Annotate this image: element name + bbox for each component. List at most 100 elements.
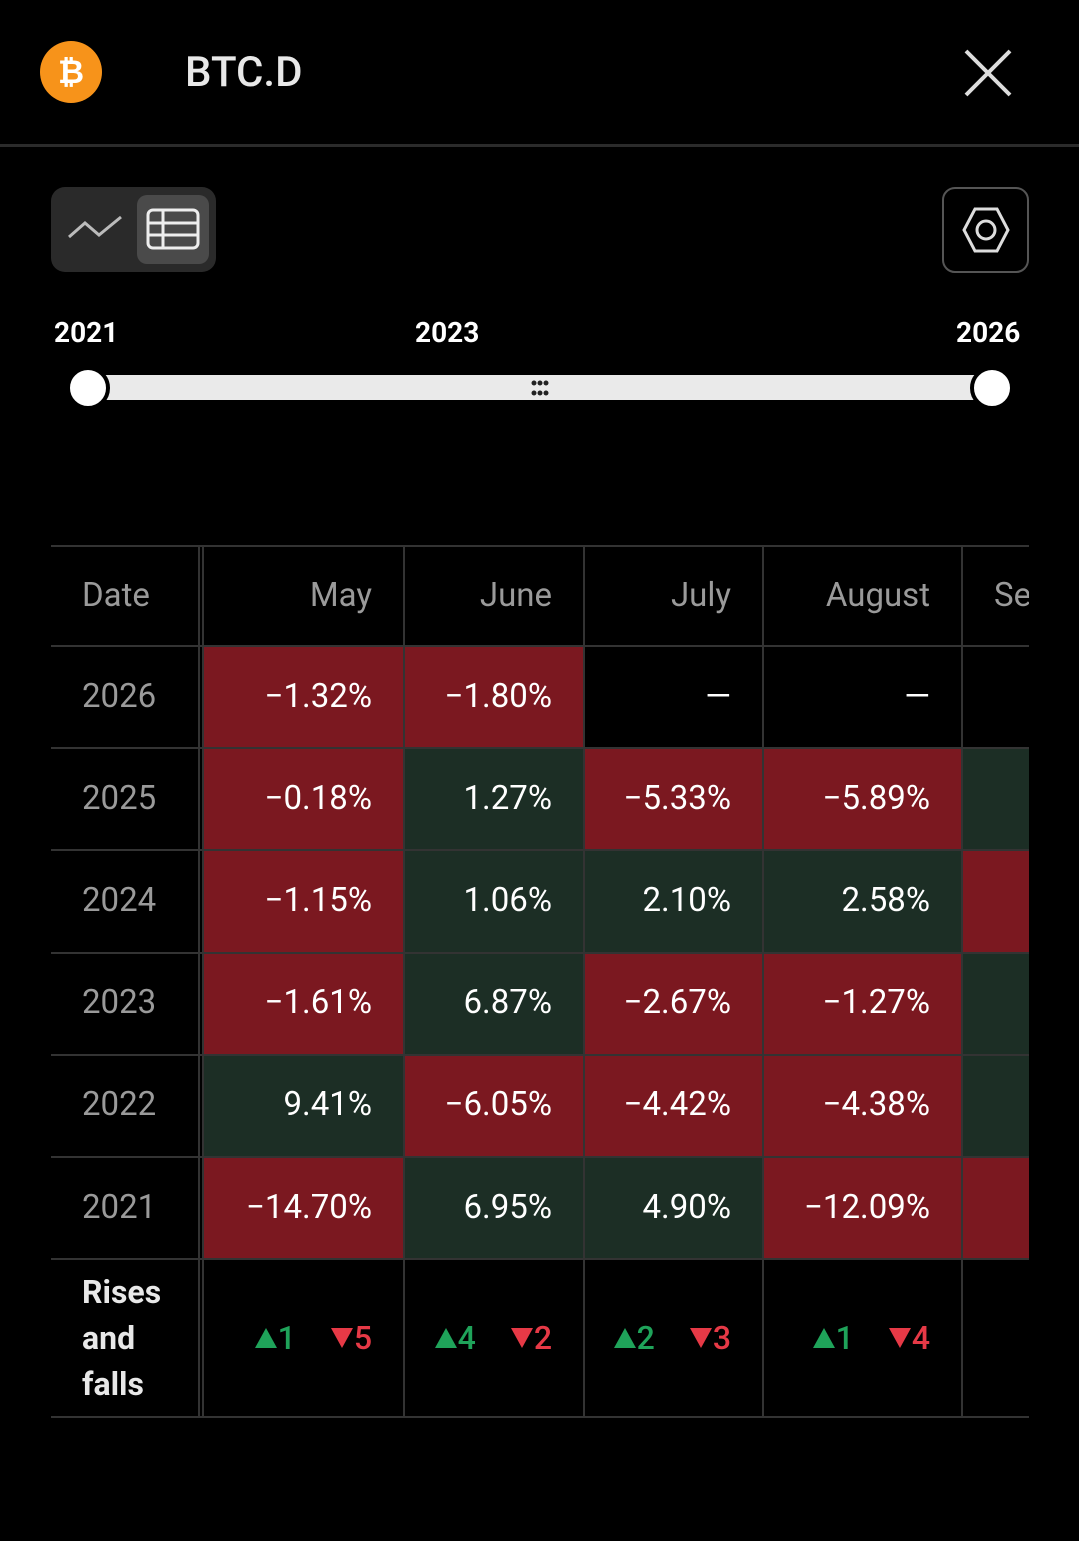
value-cell: 9.41% — [203, 1053, 404, 1156]
value-cell: −1.32% — [203, 645, 404, 748]
column-line — [198, 545, 200, 1419]
column-header: August — [825, 575, 930, 615]
column-line — [583, 545, 585, 1419]
coin-icon: ₿ — [40, 41, 102, 103]
value-cell: −1.27% — [763, 951, 962, 1054]
header: ₿ BTC.D — [0, 0, 1079, 147]
falls-arrow — [330, 1328, 353, 1349]
rises: 1 — [812, 1319, 854, 1357]
rises-arrow — [613, 1328, 636, 1349]
value-cell — [962, 951, 1029, 1054]
year-cell: 2022 — [82, 1085, 157, 1125]
column-line — [202, 545, 204, 1419]
table: Date May June July August Se 2026 −1.32% −1.80% —… — [51, 545, 1029, 1420]
rises-count: 2 — [636, 1319, 655, 1358]
chart-view-button[interactable] — [65, 209, 125, 249]
value-cell: −4.42% — [584, 1053, 763, 1156]
rises: 1 — [254, 1319, 296, 1357]
falls: 4 — [888, 1319, 930, 1357]
year-cell: 2021 — [82, 1187, 157, 1227]
value-cell: — — [705, 676, 731, 716]
value-cell: −1.80% — [404, 645, 584, 748]
rises-count: 4 — [457, 1319, 476, 1358]
falls-arrow — [510, 1328, 533, 1349]
year-cell: 2023 — [82, 983, 157, 1023]
falls: 5 — [330, 1319, 372, 1357]
close-button[interactable] — [962, 47, 1014, 99]
rises: 2 — [613, 1319, 655, 1357]
falls-count: 3 — [712, 1319, 731, 1358]
falls-arrow — [689, 1328, 712, 1349]
value-cell: −0.18% — [203, 747, 404, 850]
value-cell — [962, 1156, 1029, 1259]
year-cell: 2026 — [82, 676, 157, 716]
rises-count: 1 — [277, 1319, 296, 1358]
column-line — [762, 545, 764, 1419]
value-cell: −12.09% — [763, 1156, 962, 1259]
row-line — [51, 545, 1029, 547]
year-cell: 2025 — [82, 778, 157, 818]
range-label: 2021 — [54, 316, 119, 349]
value-cell: 2.10% — [584, 849, 763, 952]
value-cell — [962, 645, 1029, 747]
value-cell: −4.38% — [763, 1053, 962, 1156]
column-line — [961, 545, 963, 1419]
value-cell: −5.33% — [584, 747, 763, 850]
range-slider[interactable] — [60, 360, 1030, 420]
column-header: June — [479, 575, 552, 615]
row-line — [51, 1258, 1029, 1261]
rises: 4 — [434, 1319, 476, 1357]
value-cell: 1.06% — [404, 849, 584, 952]
row-line — [51, 951, 1029, 954]
table-view-button[interactable] — [137, 195, 209, 264]
value-cell: 6.95% — [404, 1156, 584, 1259]
falls: 2 — [510, 1319, 552, 1357]
row-line — [51, 747, 1029, 750]
column-header: Se — [994, 575, 1029, 615]
value-cell: −1.15% — [203, 849, 404, 952]
year-cell: 2024 — [82, 880, 157, 920]
rises-arrow — [812, 1328, 835, 1349]
value-cell — [962, 747, 1029, 850]
row-line — [51, 1416, 1029, 1419]
falls-count: 4 — [911, 1319, 930, 1358]
value-cell: −14.70% — [203, 1156, 404, 1259]
value-cell: −6.05% — [404, 1053, 584, 1156]
value-cell: −1.61% — [203, 951, 404, 1054]
value-cell: — — [904, 676, 930, 716]
range-label: 2023 — [415, 316, 480, 349]
rises-count: 1 — [835, 1319, 854, 1358]
row-line — [51, 1156, 1029, 1158]
column-line — [403, 545, 405, 1419]
value-cell — [962, 849, 1029, 952]
row-line — [51, 645, 1029, 647]
column-header: July — [670, 575, 731, 615]
rises-arrow — [434, 1328, 457, 1349]
falls-arrow — [888, 1328, 911, 1349]
column-header: May — [309, 575, 372, 615]
falls-count: 2 — [533, 1319, 552, 1358]
settings-button[interactable] — [942, 187, 1029, 273]
value-cell: 4.90% — [584, 1156, 763, 1259]
view-toggle — [51, 187, 216, 272]
row-line — [51, 1053, 1029, 1056]
value-cell: 6.87% — [404, 951, 584, 1054]
value-cell — [962, 1053, 1029, 1156]
range-label: 2026 — [956, 316, 1021, 349]
value-cell: −5.89% — [763, 747, 962, 850]
summary-label: Rises and falls — [82, 1273, 162, 1404]
rises-arrow — [254, 1328, 277, 1349]
title: BTC.D — [185, 48, 303, 97]
falls-count: 5 — [353, 1319, 372, 1358]
column-header: Date — [82, 575, 150, 615]
value-cell: 2.58% — [763, 849, 962, 952]
row-line — [51, 849, 1029, 852]
svg-text:₿: ₿ — [58, 53, 84, 91]
value-cell: −2.67% — [584, 951, 763, 1054]
falls: 3 — [689, 1319, 731, 1357]
